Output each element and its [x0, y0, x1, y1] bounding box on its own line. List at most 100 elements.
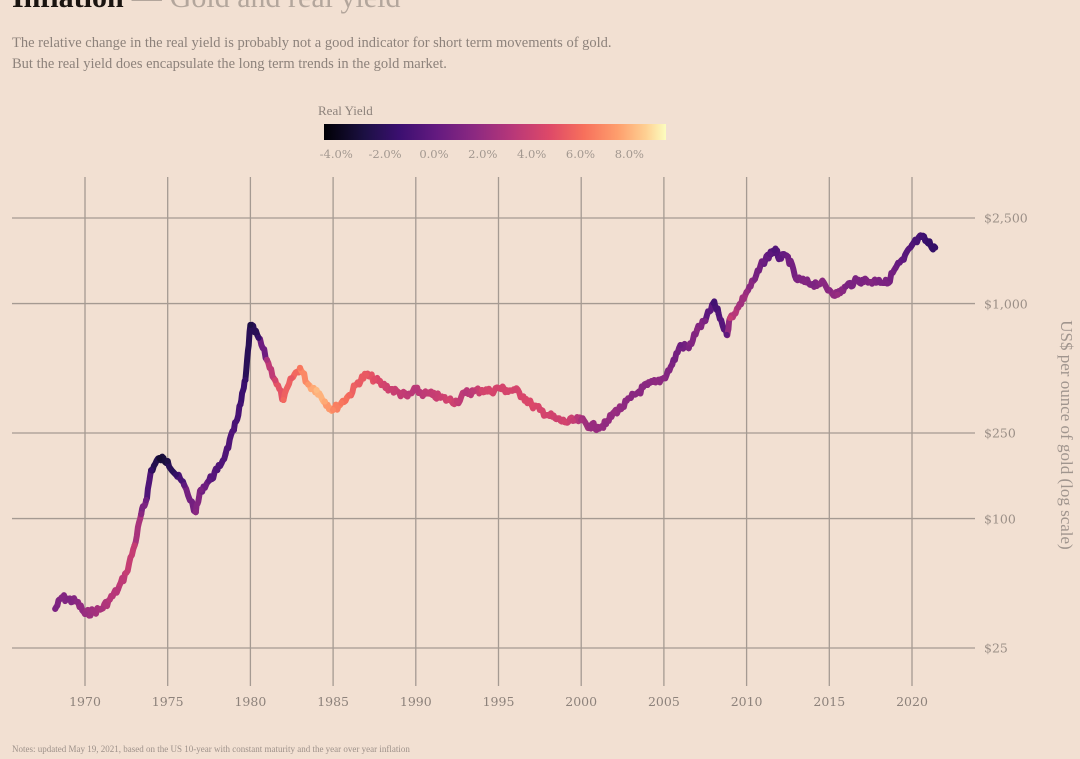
colorbar-tick-label: 0.0% — [419, 147, 449, 161]
data-point — [338, 399, 345, 406]
data-point — [387, 386, 394, 393]
line-segment — [685, 326, 700, 352]
data-point — [65, 596, 72, 603]
colorbar-tick-label: -4.0% — [319, 147, 353, 161]
y-tick-label: $1,000 — [984, 296, 1028, 312]
line-segment — [242, 322, 254, 383]
data-point — [247, 321, 254, 328]
data-point — [644, 382, 651, 389]
data-point — [784, 253, 791, 260]
data-point — [586, 422, 593, 429]
y-tick-label: $25 — [984, 640, 1008, 656]
data-point — [528, 401, 535, 408]
data-point — [760, 258, 767, 265]
data-point — [454, 398, 461, 405]
line-segment — [106, 586, 122, 603]
legend-title: Real Yield — [318, 103, 373, 118]
data-point — [396, 389, 403, 396]
data-point — [429, 391, 436, 398]
colorbar — [324, 124, 666, 140]
x-tick-label: 1995 — [482, 694, 515, 709]
data-point — [842, 283, 849, 290]
data-point — [660, 374, 667, 381]
data-point — [512, 387, 519, 394]
data-point — [363, 371, 370, 378]
data-point — [545, 412, 552, 419]
data-point — [222, 450, 229, 457]
data-point — [371, 376, 378, 383]
data-point — [875, 276, 882, 283]
data-point — [715, 310, 722, 317]
data-point — [652, 379, 659, 386]
data-point — [313, 387, 320, 394]
data-point — [723, 331, 730, 338]
data-point — [892, 264, 899, 271]
data-point — [569, 417, 576, 424]
y-tick-label: $2,500 — [984, 210, 1028, 226]
line-segment — [280, 375, 295, 403]
data-point — [354, 379, 361, 386]
line-segment — [785, 253, 800, 283]
data-point — [776, 254, 783, 261]
data-point — [636, 388, 643, 395]
line-segment — [214, 450, 229, 474]
data-point — [297, 364, 304, 371]
data-point — [710, 299, 717, 306]
data-point — [197, 486, 204, 493]
x-tick-label: 2010 — [730, 694, 763, 709]
data-point — [553, 416, 560, 423]
data-point — [766, 251, 773, 258]
data-point — [138, 511, 145, 518]
data-point — [412, 387, 419, 394]
data-point — [421, 390, 428, 397]
data-point — [834, 291, 841, 298]
x-tick-label: 1975 — [151, 694, 184, 709]
x-tick-label: 1970 — [69, 694, 101, 709]
data-point — [115, 586, 122, 593]
line-segment — [255, 334, 270, 363]
data-point — [305, 381, 312, 388]
data-point — [693, 326, 700, 333]
data-point — [727, 314, 734, 321]
y-axis-label: US$ per ounce of gold (log scale) — [1057, 320, 1076, 550]
data-point — [818, 279, 825, 286]
data-point — [181, 482, 188, 489]
data-point — [561, 419, 568, 426]
line-segment — [230, 401, 244, 434]
data-point — [503, 387, 510, 394]
data-point — [520, 393, 527, 400]
data-point — [73, 598, 80, 605]
line-segment — [143, 467, 155, 503]
data-point — [242, 377, 249, 384]
data-point — [272, 377, 279, 384]
data-point — [735, 304, 742, 311]
chart-subtitle: The relative change in the real yield is… — [12, 33, 612, 75]
data-point — [148, 467, 155, 474]
data-point — [611, 409, 618, 416]
data-point — [321, 398, 328, 405]
data-point — [98, 605, 105, 612]
data-point — [263, 356, 270, 363]
x-tick-label: 2015 — [813, 694, 846, 709]
data-point — [743, 288, 750, 295]
title-main: Inflation — [12, 0, 124, 14]
x-tick-label: 1980 — [234, 694, 267, 709]
data-point — [627, 394, 634, 401]
data-point — [346, 391, 353, 398]
data-point — [495, 384, 502, 391]
line-segment — [263, 356, 279, 384]
data-point — [52, 605, 59, 612]
data-point — [793, 276, 800, 283]
line-segment — [123, 542, 138, 576]
data-point — [82, 610, 88, 617]
data-point — [445, 396, 452, 403]
data-point — [685, 345, 692, 352]
data-point — [478, 387, 485, 394]
data-point — [594, 423, 601, 430]
data-point — [932, 244, 939, 251]
data-point — [900, 256, 907, 263]
x-tick-label: 2005 — [647, 694, 680, 709]
notes: Notes: updated May 19, 2021, based on th… — [12, 744, 410, 754]
subtitle-line-1: The relative change in the real yield is… — [12, 35, 612, 51]
colorbar-tick-label: -2.0% — [368, 147, 402, 161]
